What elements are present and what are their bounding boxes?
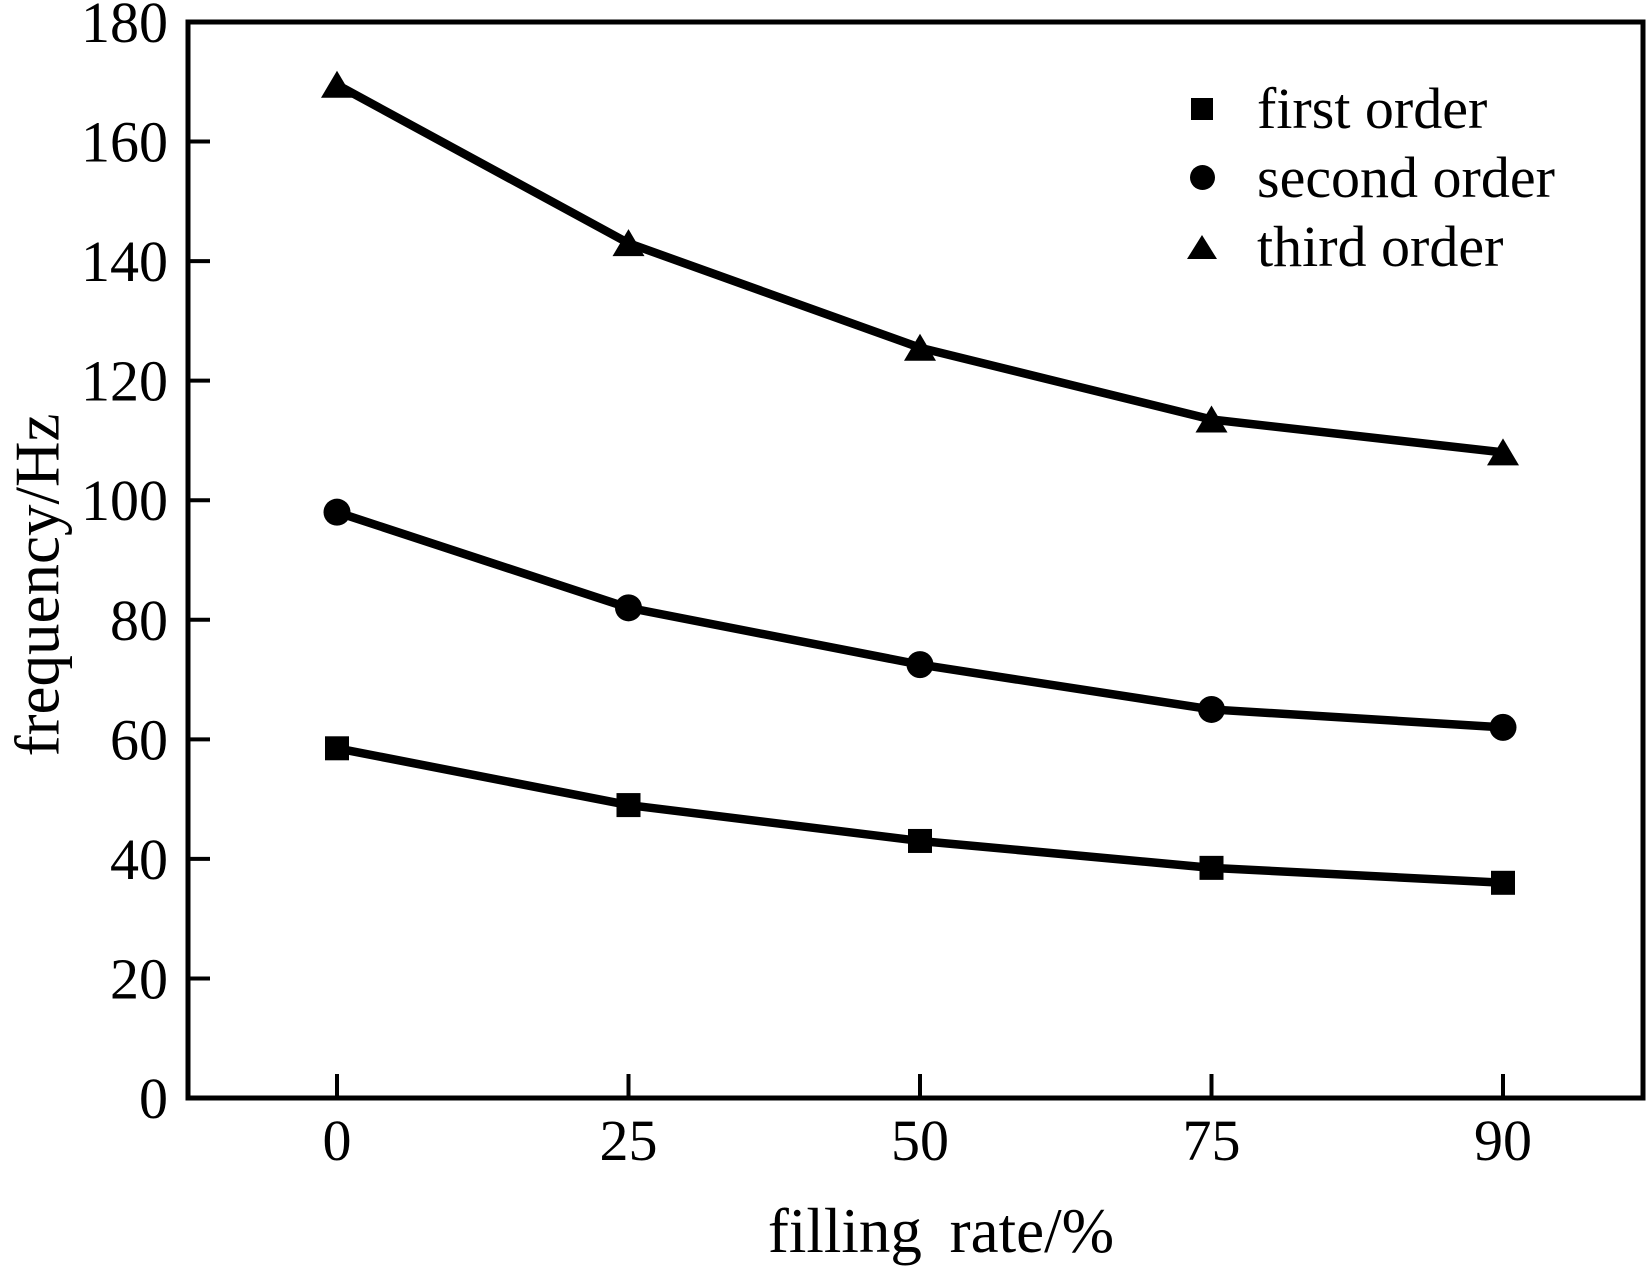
- circle-data-marker: [906, 651, 934, 679]
- circle-data-marker: [1489, 713, 1517, 741]
- x-axis-title: filling rate/%: [767, 1196, 1115, 1266]
- x-axis-tick-label: 25: [600, 1108, 658, 1173]
- first-order-series-line: [336, 744, 1504, 888]
- axes-frame: [185, 19, 1646, 1101]
- circle-data-marker: [1198, 695, 1225, 723]
- square-data-marker: [1491, 870, 1515, 895]
- triangle-data-marker: [904, 333, 936, 361]
- legend-entry-first-order: first order: [1180, 74, 1555, 143]
- square-data-marker: [616, 793, 641, 818]
- x-axis-tick-label: 90: [1474, 1108, 1532, 1173]
- y-axis-tick-label: 160: [81, 110, 168, 175]
- square-data-marker: [908, 828, 932, 853]
- y-axis-tick-label: 20: [110, 946, 168, 1011]
- x-axis-tick-label: 0: [323, 1108, 352, 1173]
- square-data-marker: [1199, 855, 1224, 880]
- legend-label-first-order: first order: [1257, 75, 1488, 141]
- y-axis-tick-label: 40: [110, 827, 168, 892]
- legend: first order second order third order: [1180, 74, 1555, 281]
- y-axis-tick-label: 60: [110, 707, 168, 772]
- triangle-data-marker: [612, 229, 645, 257]
- circle-marker-icon: [1189, 165, 1215, 190]
- square-marker-icon: [1191, 97, 1213, 120]
- legend-label-second-order: second order: [1257, 144, 1555, 210]
- x-axis-tick-label: 75: [1183, 1108, 1241, 1173]
- circle-data-marker: [323, 498, 351, 526]
- y-axis-tick-label: 100: [81, 468, 168, 533]
- second-order-series-line: [335, 508, 1504, 732]
- y-axis-tick-label: 0: [139, 1066, 168, 1131]
- y-axis-tick-label: 180: [81, 0, 168, 55]
- x-axis-tick-label: 50: [891, 1108, 949, 1173]
- square-data-marker: [325, 736, 349, 761]
- circle-data-marker: [615, 594, 642, 622]
- legend-entry-second-order: second order: [1180, 143, 1555, 212]
- y-axis-tick-label: 80: [110, 588, 168, 653]
- triangle-data-marker: [1487, 438, 1519, 466]
- triangle-marker-icon: [1187, 234, 1217, 259]
- y-axis-tick-label: 120: [81, 349, 168, 414]
- y-axis-title: frequency/Hz: [2, 413, 73, 757]
- triangle-data-marker: [321, 70, 353, 98]
- legend-label-third-order: third order: [1257, 213, 1504, 279]
- triangle-data-marker: [1195, 405, 1228, 433]
- legend-entry-third-order: third order: [1180, 212, 1555, 281]
- y-axis-tick-label: 140: [81, 229, 168, 294]
